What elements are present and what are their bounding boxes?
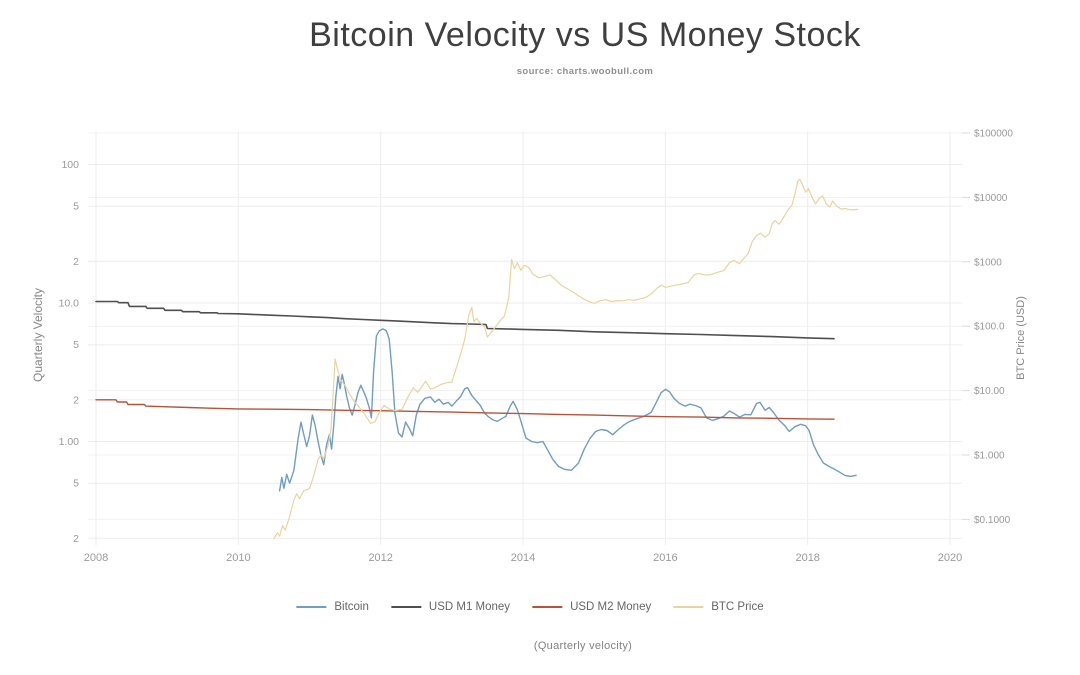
left-tick-label: 10.0 bbox=[59, 298, 80, 310]
legend-swatch-bitcoin bbox=[296, 606, 327, 608]
right-tick-label: $10000 bbox=[974, 193, 1008, 204]
right-tick-label: $100.0 bbox=[974, 322, 1005, 333]
chart-subtitle: source: charts.woobull.com bbox=[516, 66, 654, 77]
left-tick-label: 2 bbox=[73, 256, 79, 268]
legend-swatch-usd-m1-money bbox=[390, 606, 421, 608]
series-usd-m2-money bbox=[95, 399, 835, 420]
left-tick-label: 5 bbox=[73, 478, 79, 490]
right-tick-label: $0.1000 bbox=[974, 515, 1011, 526]
right-axis-title: BTC Price (USD) bbox=[1015, 296, 1027, 380]
left-tick-label: 2 bbox=[73, 394, 79, 406]
right-tick-label: $100000 bbox=[974, 129, 1013, 140]
legend-label: USD M1 Money bbox=[428, 601, 511, 613]
axis-tick-labels: 100 5 2 10.0 5 2 1.00 5 2 $100000 $10000 $1000 $100.… bbox=[59, 129, 1014, 565]
series-bitcoin bbox=[278, 328, 857, 492]
legend-swatch-usd-m2-money bbox=[532, 606, 563, 608]
legend-item-usd-m1-money[interactable]: USD M1 Money bbox=[390, 601, 511, 613]
left-tick-label: 5 bbox=[73, 201, 79, 213]
right-axis-ticks bbox=[962, 132, 970, 520]
chart-title: Bitcoin Velocity vs US Money Stock bbox=[309, 16, 861, 54]
series-lines bbox=[95, 178, 859, 540]
legend-label: USD M2 Money bbox=[570, 601, 652, 613]
x-tick-label: 2016 bbox=[653, 552, 677, 564]
right-tick-label: $1000 bbox=[974, 257, 1002, 268]
gridlines bbox=[88, 131, 962, 545]
legend: Bitcoin USD M1 Money USD M2 Money BTC Price bbox=[296, 601, 764, 613]
series-usd-m1-money bbox=[95, 300, 835, 340]
legend-label: BTC Price bbox=[711, 601, 764, 613]
right-tick-label: $10.00 bbox=[974, 386, 1005, 397]
chart-caption: (Quarterly velocity) bbox=[533, 640, 633, 652]
x-tick-label: 2020 bbox=[938, 552, 962, 564]
series-btc-price bbox=[273, 178, 859, 540]
x-tick-label: 2008 bbox=[84, 552, 108, 564]
left-tick-label: 1.00 bbox=[59, 436, 80, 448]
x-tick-label: 2010 bbox=[226, 552, 250, 564]
x-tick-label: 2018 bbox=[795, 552, 819, 564]
x-tick-label: 2014 bbox=[511, 552, 535, 564]
right-tick-label: $1.000 bbox=[974, 451, 1005, 462]
left-tick-label: 5 bbox=[73, 339, 79, 351]
legend-item-usd-m2-money[interactable]: USD M2 Money bbox=[532, 601, 651, 613]
left-axis-title: Quarterly Velocity bbox=[31, 288, 45, 382]
x-tick-label: 2012 bbox=[368, 552, 392, 564]
legend-item-btc-price[interactable]: BTC Price bbox=[673, 601, 764, 613]
legend-swatch-btc-price bbox=[673, 606, 704, 608]
legend-item-bitcoin[interactable]: Bitcoin bbox=[296, 601, 369, 613]
left-tick-label: 100 bbox=[61, 159, 79, 171]
left-tick-label: 2 bbox=[73, 533, 79, 545]
legend-label: Bitcoin bbox=[334, 601, 369, 613]
